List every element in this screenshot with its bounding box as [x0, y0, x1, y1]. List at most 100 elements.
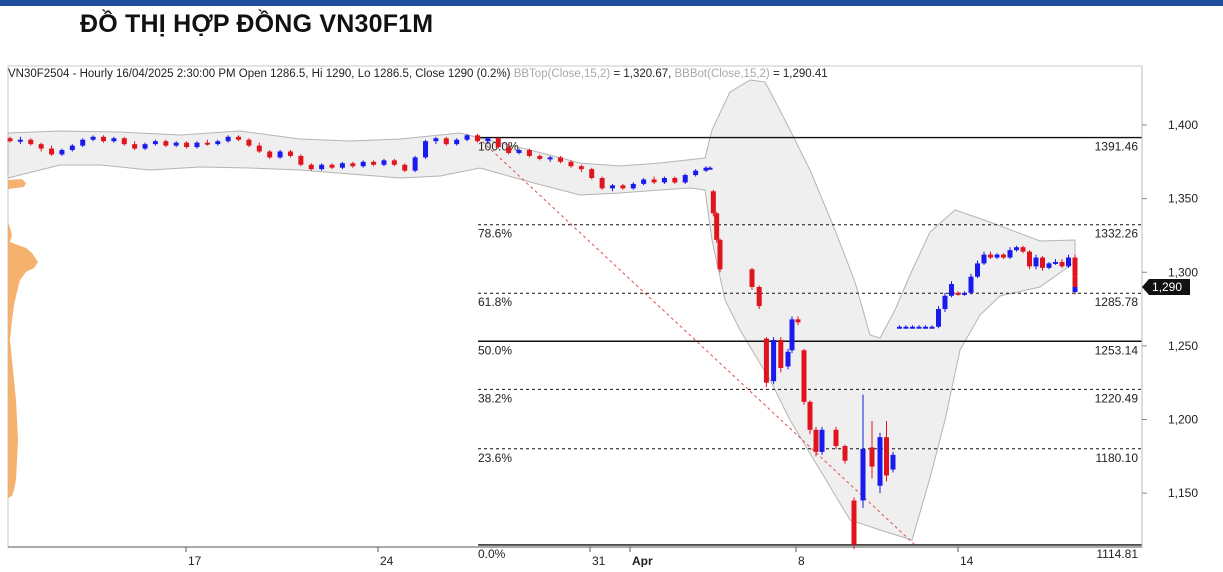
candle — [988, 251, 993, 259]
candle — [682, 173, 688, 184]
candle-body — [152, 141, 158, 145]
candle — [860, 394, 866, 508]
candle — [173, 141, 179, 148]
fib-price-label: 1391.46 — [1095, 140, 1139, 154]
y-tick-label: 1,250 — [1168, 339, 1198, 353]
candle — [495, 136, 501, 149]
candle-body — [454, 139, 460, 145]
fib-ratio-label: 23.6% — [478, 451, 512, 465]
candle-body — [1046, 263, 1052, 268]
candle — [568, 160, 574, 168]
candle — [651, 176, 657, 184]
candle — [672, 176, 678, 184]
candle — [1053, 258, 1058, 265]
x-tick-label: 24 — [380, 554, 394, 567]
candle — [80, 138, 86, 148]
candle — [7, 136, 13, 143]
candle-body — [589, 169, 595, 179]
candle — [433, 136, 439, 145]
candle-body — [749, 269, 755, 287]
candle — [599, 176, 605, 190]
candle — [516, 148, 522, 155]
candle-body — [717, 239, 723, 270]
candle-body — [329, 164, 335, 168]
candle-body — [1027, 251, 1032, 267]
candle — [851, 497, 857, 550]
candle-body — [506, 147, 512, 153]
candle — [59, 148, 65, 156]
candle — [842, 444, 848, 464]
candle-body — [693, 170, 699, 176]
candle-body — [38, 144, 44, 149]
candle-body — [672, 178, 678, 183]
candle — [371, 160, 377, 167]
candle-body — [807, 401, 813, 430]
candle-body — [903, 326, 909, 329]
volume-profile — [8, 179, 38, 498]
candle-body — [599, 178, 605, 189]
candle — [890, 451, 896, 473]
candle-body — [763, 338, 769, 383]
candle — [703, 166, 709, 173]
x-axis: 17 24 31 Apr 8 14 — [185, 547, 974, 568]
candle-body — [287, 151, 293, 156]
candle-body — [795, 319, 801, 323]
candle-body — [910, 326, 915, 329]
candle — [819, 426, 825, 455]
candle — [506, 142, 512, 155]
candle-body — [813, 429, 819, 452]
candle-body — [1020, 247, 1026, 252]
candle — [225, 135, 231, 143]
candle — [589, 167, 595, 180]
candle-body — [923, 326, 928, 329]
candle-body — [163, 141, 169, 146]
candle — [1014, 245, 1019, 252]
fib-price-label: 1285.78 — [1095, 295, 1139, 309]
candle — [763, 337, 769, 388]
candle — [693, 169, 699, 177]
candle-body — [968, 276, 974, 293]
candle-body — [28, 139, 34, 145]
candle — [610, 183, 616, 192]
candle-body — [319, 164, 325, 170]
candle-body — [526, 150, 532, 156]
candle-body — [942, 295, 948, 310]
candle-body — [610, 185, 616, 189]
candle-body — [962, 292, 967, 295]
bbtop-value: = 1,320.67, — [613, 68, 672, 80]
candle — [1027, 250, 1032, 270]
candle — [28, 138, 34, 146]
candle — [942, 292, 948, 313]
candle-body — [578, 166, 584, 170]
y-tick-label: 1,200 — [1168, 413, 1198, 427]
candle — [877, 432, 883, 494]
candle — [121, 136, 127, 146]
candle — [955, 291, 961, 296]
candle-body — [1066, 257, 1071, 267]
candle-body — [371, 161, 377, 165]
candle-body — [1040, 257, 1045, 268]
candle-body — [661, 178, 667, 183]
candle-body — [381, 160, 387, 165]
candle-body — [246, 139, 252, 146]
y-tick-label: 1,350 — [1168, 192, 1198, 206]
candle — [897, 325, 902, 329]
candle — [981, 251, 987, 265]
candle-body — [516, 150, 522, 153]
candle — [1033, 254, 1039, 270]
candle-body — [682, 175, 688, 183]
candle — [916, 325, 922, 329]
candle-body — [897, 326, 902, 329]
candle — [204, 139, 210, 146]
candle-body — [7, 138, 13, 142]
fib-ratio-label: 38.2% — [478, 391, 512, 405]
candle-body — [391, 160, 397, 165]
candle-body — [860, 448, 866, 501]
candle — [184, 141, 190, 149]
candle-body — [756, 286, 762, 307]
candle — [547, 155, 553, 162]
candle-body — [981, 254, 987, 264]
candle-body — [641, 179, 647, 184]
candle — [111, 136, 117, 143]
candle-body — [132, 144, 138, 149]
